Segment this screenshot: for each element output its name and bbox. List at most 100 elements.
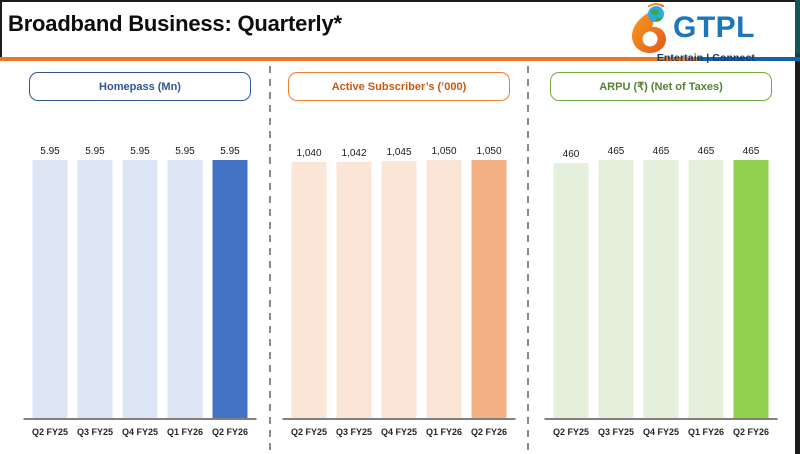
chart-header: Active Subscriber’s (’000) <box>288 72 510 101</box>
bar-value-label: 5.95 <box>40 146 60 157</box>
panel-divider <box>269 66 271 450</box>
bar-value-label: 465 <box>742 146 760 157</box>
bar-column: 1,042 <box>336 148 372 418</box>
x-axis-label-cell: Q1 FY26 <box>425 427 463 437</box>
x-axis-label-cell: Q4 FY25 <box>642 427 680 437</box>
x-axis-label: Q2 FY25 <box>31 427 69 437</box>
bar-column: 1,050 <box>426 146 462 418</box>
bar <box>643 160 679 418</box>
bar-value-label: 465 <box>607 146 625 157</box>
bar-value-label: 465 <box>652 146 670 157</box>
x-axis-label: Q1 FY26 <box>687 427 725 437</box>
bar <box>122 160 158 418</box>
x-axis-label-cell: Q4 FY25 <box>380 427 418 437</box>
bar-column: 460 <box>553 149 589 418</box>
bar-column: 1,045 <box>381 147 417 418</box>
bar-value-label: 5.95 <box>220 146 240 157</box>
x-axis-label: Q2 FY25 <box>290 427 328 437</box>
bar <box>426 160 462 418</box>
bar <box>733 160 769 418</box>
x-axis-label-cell: Q2 FY26 <box>211 427 249 437</box>
bar-column: 1,050 <box>471 146 507 418</box>
x-axis-label: Q2 FY26 <box>470 427 508 437</box>
top-edge-border <box>0 0 800 2</box>
x-axis-label: Q3 FY25 <box>597 427 635 437</box>
x-axis-label-cell: Q3 FY25 <box>76 427 114 437</box>
x-axis-label-cell: Q2 FY25 <box>290 427 328 437</box>
x-axis-label: Q4 FY25 <box>121 427 159 437</box>
x-axis-line <box>282 418 516 420</box>
chart-panel-homepass: Homepass (Mn) 5.95 5.95 5.95 5.95 5.95 Q2 FY… <box>14 68 266 454</box>
x-axis-labels: Q2 FY25 Q3 FY25 Q4 FY25 Q1 FY26 Q2 FY26 <box>31 427 249 437</box>
title-divider-orange <box>0 57 697 61</box>
x-axis-label-cell: Q2 FY26 <box>732 427 770 437</box>
chart-panel-active-subscribers: Active Subscriber’s (’000) 1,040 1,042 1,0… <box>278 68 520 454</box>
bar-value-label: 465 <box>697 146 715 157</box>
bar <box>688 160 724 418</box>
bar <box>336 162 372 418</box>
x-axis-line <box>23 418 257 420</box>
chart-header: ARPU (₹) (Net of Taxes) <box>550 72 772 101</box>
x-axis-label: Q3 FY25 <box>76 427 114 437</box>
brand-name: GTPL <box>673 11 755 44</box>
bar-value-label: 5.95 <box>130 146 150 157</box>
bar <box>212 160 248 418</box>
x-axis-label: Q1 FY26 <box>425 427 463 437</box>
bar-value-label: 1,042 <box>341 148 367 159</box>
bar-value-label: 5.95 <box>85 146 105 157</box>
chart-panel-arpu: ARPU (₹) (Net of Taxes) 460 465 465 465 465 … <box>536 68 786 454</box>
bar-chart: 1,040 1,042 1,045 1,050 1,050 <box>291 140 507 418</box>
x-axis-label: Q2 FY26 <box>732 427 770 437</box>
bar-value-label: 1,050 <box>431 146 457 157</box>
bar-column: 5.95 <box>212 146 248 418</box>
x-axis-label: Q1 FY26 <box>166 427 204 437</box>
bar-column: 5.95 <box>32 146 68 418</box>
right-edge-border <box>795 0 800 454</box>
bar-column: 465 <box>643 146 679 418</box>
x-axis-label-cell: Q4 FY25 <box>121 427 159 437</box>
x-axis-label-cell: Q2 FY26 <box>470 427 508 437</box>
bar <box>381 161 417 418</box>
bar-column: 5.95 <box>122 146 158 418</box>
brand-tagline: Entertain | Connect <box>656 52 755 64</box>
title-divider-blue <box>697 57 800 61</box>
bar <box>598 160 634 418</box>
logo-swirl-globe-icon <box>627 3 671 53</box>
bar-column: 5.95 <box>167 146 203 418</box>
x-axis-label-cell: Q3 FY25 <box>335 427 373 437</box>
bar-value-label: 1,040 <box>296 148 322 159</box>
x-axis-labels: Q2 FY25 Q3 FY25 Q4 FY25 Q1 FY26 Q2 FY26 <box>552 427 770 437</box>
bar <box>471 160 507 418</box>
panel-divider <box>527 66 529 450</box>
bar-chart: 5.95 5.95 5.95 5.95 5.95 <box>32 140 248 418</box>
page-title: Broadband Business: Quarterly* <box>8 11 342 36</box>
bar-value-label: 460 <box>562 149 580 160</box>
x-axis-label-cell: Q3 FY25 <box>597 427 635 437</box>
x-axis-label-cell: Q1 FY26 <box>166 427 204 437</box>
x-axis-label: Q3 FY25 <box>335 427 373 437</box>
x-axis-label: Q4 FY25 <box>642 427 680 437</box>
chart-header: Homepass (Mn) <box>29 72 251 101</box>
brand-logo: GTPL Entertain | Connect <box>627 3 755 64</box>
x-axis-line <box>544 418 778 420</box>
x-axis-label-cell: Q1 FY26 <box>687 427 725 437</box>
x-axis-label: Q4 FY25 <box>380 427 418 437</box>
bar-column: 5.95 <box>77 146 113 418</box>
bar-column: 1,040 <box>291 148 327 418</box>
bar-value-label: 5.95 <box>175 146 195 157</box>
bar <box>77 160 113 418</box>
bar-value-label: 1,045 <box>386 147 412 158</box>
bar <box>32 160 68 418</box>
bar <box>167 160 203 418</box>
x-axis-label-cell: Q2 FY25 <box>552 427 590 437</box>
x-axis-label: Q2 FY25 <box>552 427 590 437</box>
bar <box>553 163 589 418</box>
bar-column: 465 <box>733 146 769 418</box>
x-axis-label: Q2 FY26 <box>211 427 249 437</box>
bar-column: 465 <box>598 146 634 418</box>
bar-value-label: 1,050 <box>476 146 502 157</box>
bar <box>291 162 327 418</box>
x-axis-labels: Q2 FY25 Q3 FY25 Q4 FY25 Q1 FY26 Q2 FY26 <box>290 427 508 437</box>
left-edge-border <box>0 0 2 57</box>
